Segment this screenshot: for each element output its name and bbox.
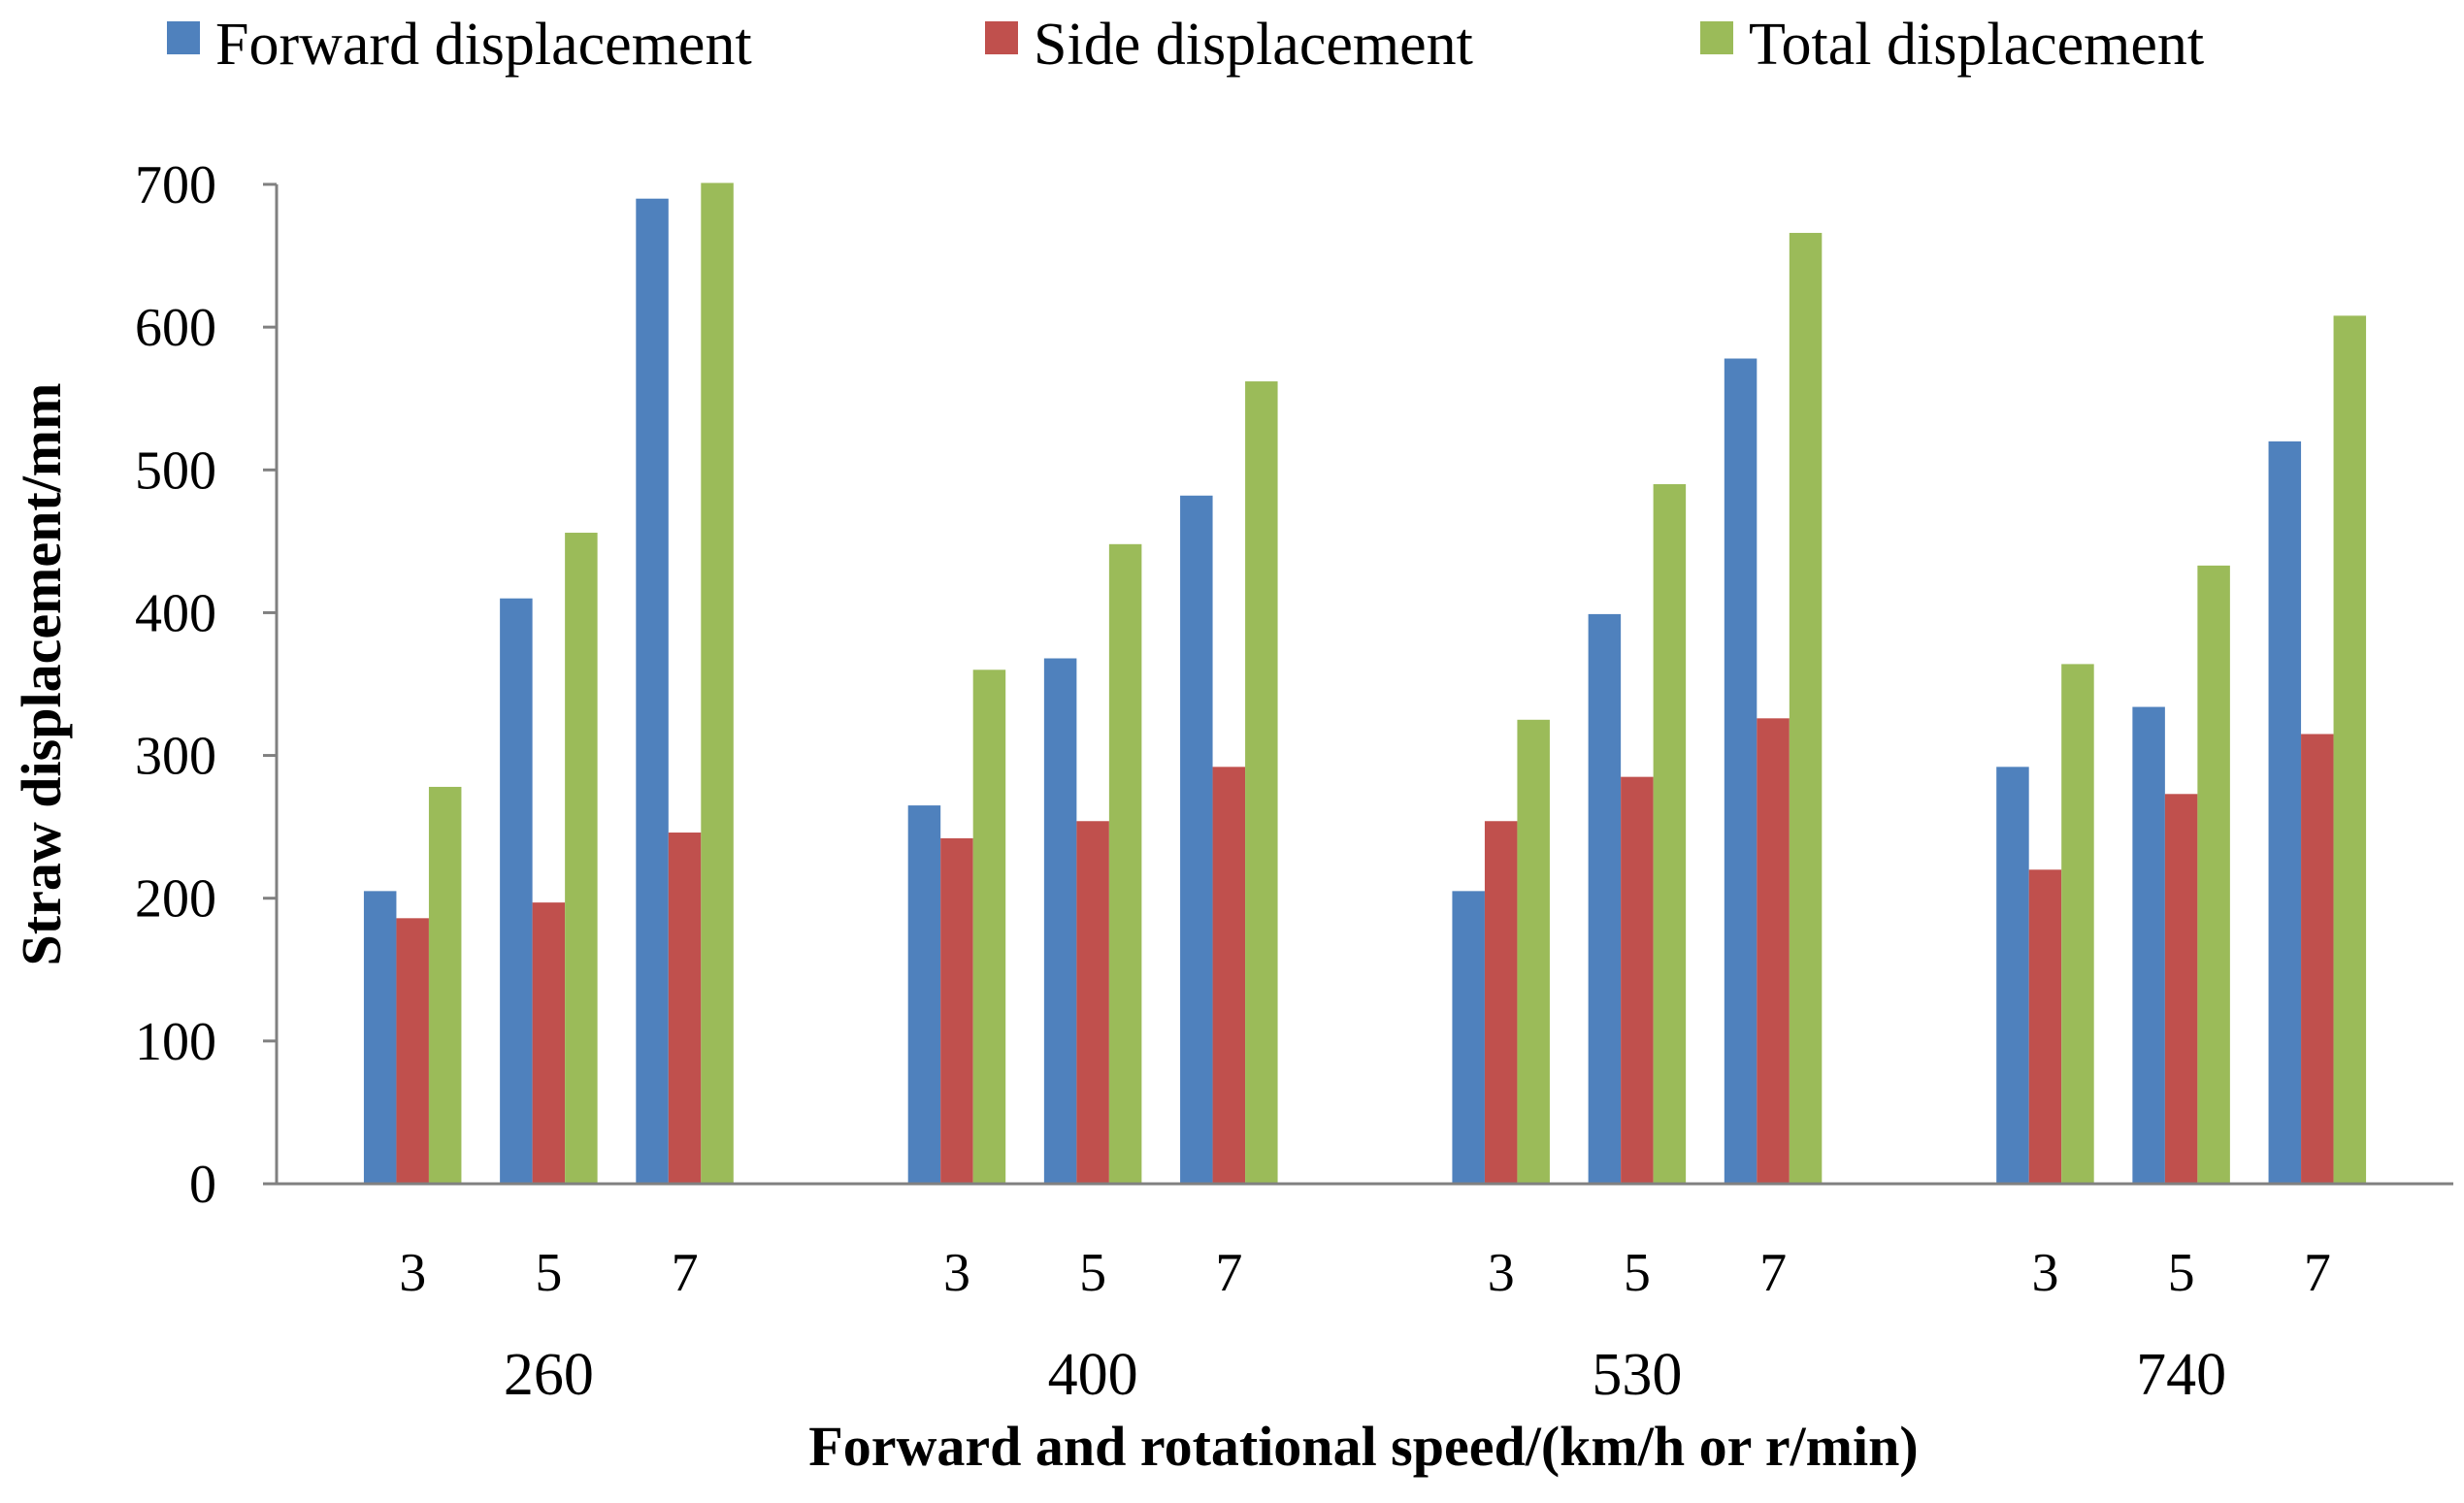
x-category-label: 3 [399, 1243, 426, 1303]
legend-label: Forward displacement [215, 12, 752, 78]
legend-swatch [1700, 21, 1733, 54]
bar-side-displacement [1757, 718, 1790, 1184]
bar-total-displacement [2197, 565, 2230, 1184]
bar-forward-displacement [363, 891, 397, 1184]
y-tick-label: 700 [135, 155, 216, 215]
x-category-label: 5 [1079, 1243, 1106, 1303]
y-tick-label: 200 [135, 869, 216, 930]
bars [363, 182, 2367, 1184]
bar-total-displacement [1789, 233, 1823, 1184]
bar-side-displacement [396, 918, 429, 1184]
bar-total-displacement [1653, 484, 1687, 1184]
bar-forward-displacement [1996, 767, 2029, 1184]
legend: Forward displacement Side displacement Tot… [167, 12, 2204, 78]
x-category-label: 3 [1488, 1243, 1515, 1303]
bar-total-displacement [1245, 381, 1278, 1184]
bar-side-displacement [1621, 776, 1654, 1184]
legend-label: Side displacement [1034, 12, 1473, 78]
bar-total-displacement [1517, 719, 1550, 1184]
legend-swatch [985, 21, 1018, 54]
bar-total-displacement [565, 533, 598, 1184]
bar-forward-displacement [1588, 613, 1622, 1184]
x-category-label: 5 [535, 1243, 562, 1303]
bar-forward-displacement [907, 805, 941, 1184]
bar-side-displacement [2301, 734, 2334, 1184]
x-category-label: 5 [1624, 1243, 1651, 1303]
bar-forward-displacement [1724, 358, 1758, 1184]
x-group-label: 400 [1048, 1342, 1138, 1408]
x-axis: 3 5 7 260 3 5 7 400 3 5 7 530 3 5 7 740 [277, 1182, 2453, 1408]
legend-swatch [167, 21, 200, 54]
bar-side-displacement [1076, 821, 1109, 1184]
bar-forward-displacement [2132, 706, 2165, 1184]
bar-side-displacement [1484, 821, 1518, 1184]
bar-total-displacement [1108, 543, 1142, 1184]
bar-side-displacement [2028, 869, 2062, 1184]
x-category-label: 7 [1759, 1243, 1787, 1303]
y-tick-label: 400 [135, 583, 216, 643]
x-category-label: 7 [672, 1243, 699, 1303]
bar-forward-displacement [1452, 891, 1485, 1184]
y-tick-label: 100 [135, 1012, 216, 1072]
x-category-label: 7 [2304, 1243, 2331, 1303]
bar-side-displacement [940, 837, 973, 1184]
y-axis: 0 100 200 300 400 500 600 700 [135, 155, 279, 1215]
bar-forward-displacement [636, 198, 669, 1184]
bar-side-displacement [1212, 767, 1246, 1184]
x-category-label: 5 [2168, 1243, 2195, 1303]
y-tick-label: 500 [135, 441, 216, 501]
bar-side-displacement [668, 833, 702, 1184]
bar-forward-displacement [2268, 441, 2302, 1184]
x-category-label: 7 [1215, 1243, 1242, 1303]
y-tick-label: 600 [135, 298, 216, 358]
bar-side-displacement [532, 902, 566, 1184]
bar-total-displacement [701, 182, 734, 1184]
x-group-label: 740 [2136, 1342, 2226, 1408]
bar-forward-displacement [1043, 658, 1077, 1184]
bar-total-displacement [2061, 664, 2094, 1184]
x-category-label: 3 [943, 1243, 970, 1303]
bar-forward-displacement [500, 598, 533, 1184]
x-axis-title: Forward and rotational speed/(km/h or r/… [808, 1415, 1918, 1478]
x-category-label: 3 [2031, 1243, 2058, 1303]
bar-side-displacement [2164, 794, 2198, 1184]
x-group-label: 530 [1592, 1342, 1682, 1408]
y-tick-label: 0 [189, 1155, 216, 1215]
x-group-label: 260 [504, 1342, 594, 1408]
bar-total-displacement [972, 670, 1006, 1184]
y-axis-title: Straw displacement/mm [10, 383, 73, 966]
bar-total-displacement [2333, 315, 2367, 1184]
bar-total-displacement [428, 786, 462, 1184]
bar-forward-displacement [1180, 495, 1213, 1184]
legend-label: Total displacement [1749, 12, 2204, 78]
y-tick-label: 300 [135, 727, 216, 787]
